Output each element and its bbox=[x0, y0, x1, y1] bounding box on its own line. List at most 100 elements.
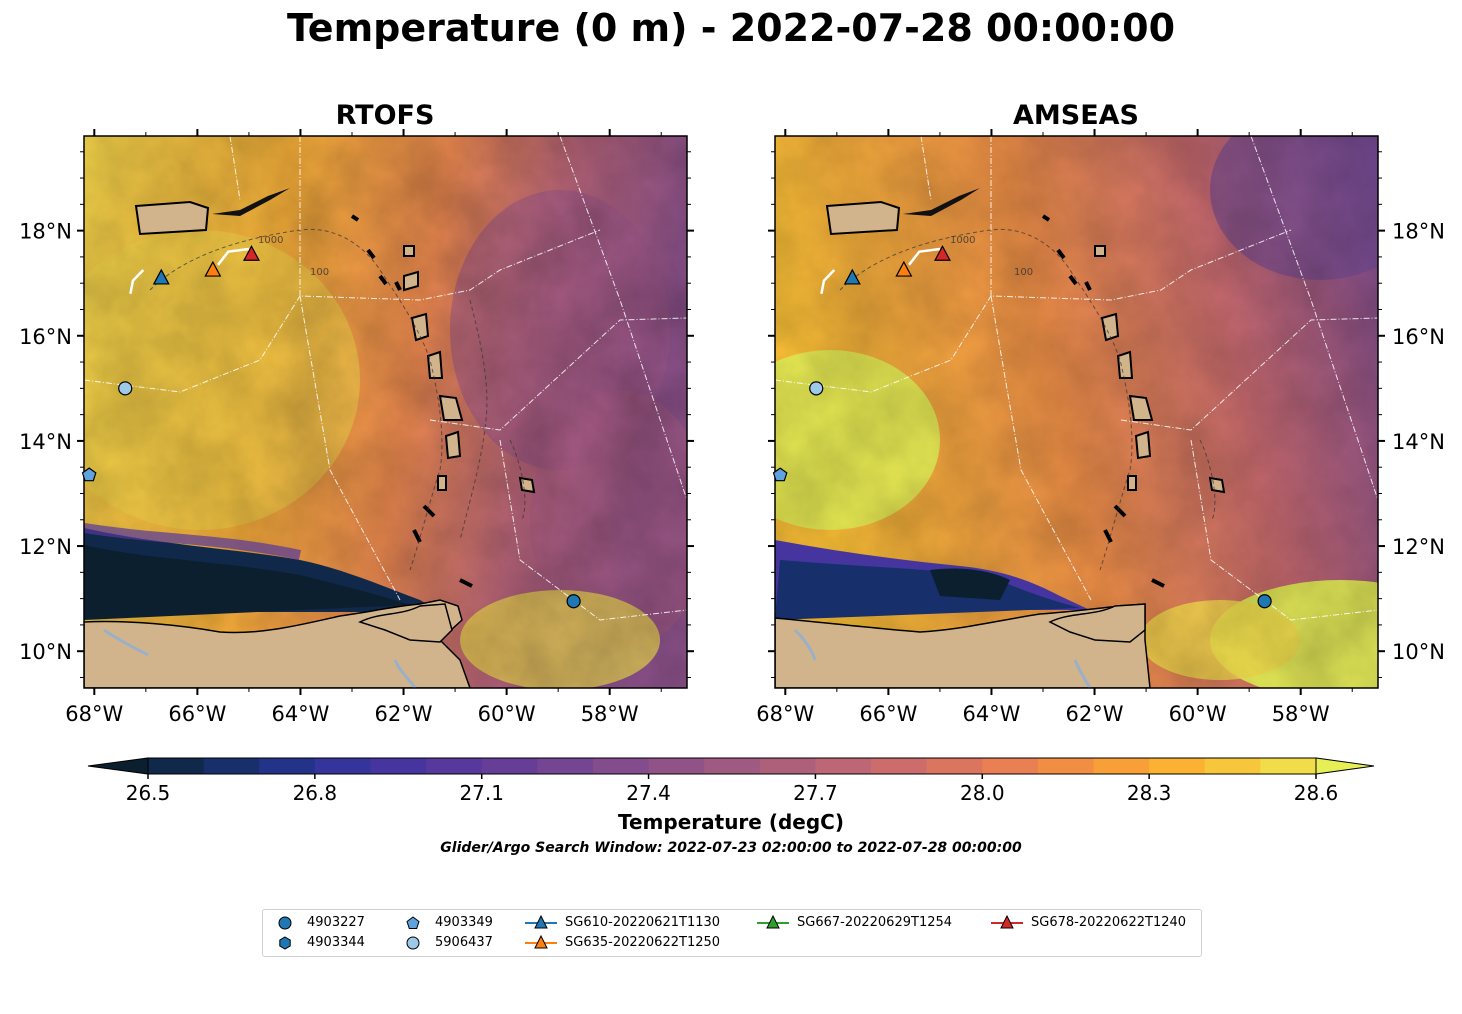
legend-label: 4903349 bbox=[435, 915, 493, 930]
lat-tick-label: 16°N bbox=[19, 325, 72, 349]
legend-glider-line bbox=[525, 914, 557, 929]
glider-marker bbox=[895, 260, 913, 277]
colorbar-tick-label: 28.0 bbox=[960, 781, 1005, 805]
legend-circle-marker bbox=[278, 916, 292, 930]
search-window-text: Glider/Argo Search Window: 2022-07-23 02… bbox=[440, 840, 1022, 856]
lat-tick-label: 18°N bbox=[19, 220, 72, 244]
colorbar-segment bbox=[370, 758, 427, 774]
colorbar-segment bbox=[592, 758, 650, 774]
contour-label: 1000 bbox=[258, 235, 283, 246]
glider-track bbox=[820, 269, 836, 294]
amseas-map-frame bbox=[774, 135, 1379, 689]
colorbar-tick-label: 27.1 bbox=[459, 781, 504, 805]
argo-marker bbox=[566, 594, 581, 609]
lat-tick-label: 10°N bbox=[19, 640, 72, 664]
colorbar-label: Temperature (degC) bbox=[618, 810, 844, 834]
legend-label: SG635-20220622T1250 bbox=[565, 935, 721, 950]
glider-marker bbox=[242, 245, 261, 261]
colorbar-segment bbox=[759, 758, 816, 774]
legend-pentagon-marker bbox=[406, 916, 420, 929]
lon-tick-label: 62°W bbox=[375, 702, 433, 726]
colorbar-segment bbox=[1204, 758, 1261, 774]
colorbar-segment bbox=[926, 758, 983, 774]
main-title: Temperature (0 m) - 2022-07-28 00:00:00 bbox=[286, 6, 1176, 50]
argo-marker bbox=[81, 467, 97, 482]
colorbar-segment bbox=[648, 758, 705, 774]
argo-marker bbox=[118, 381, 133, 396]
legend-label: SG678-20220622T1240 bbox=[1031, 915, 1187, 930]
colorbar-segment bbox=[704, 758, 761, 774]
legend: 4903227 4903344 4903349 5906437 SG610-20… bbox=[262, 909, 1202, 957]
lon-tick-label: 68°W bbox=[65, 702, 123, 726]
colorbar-tick-label: 27.7 bbox=[793, 781, 838, 805]
glider-marker bbox=[843, 268, 861, 285]
argo-marker bbox=[1257, 594, 1272, 609]
lon-tick-label: 58°W bbox=[581, 702, 639, 726]
glider-marker bbox=[204, 260, 222, 277]
legend-circle-marker bbox=[406, 936, 420, 950]
colorbar-segment bbox=[259, 758, 316, 774]
lon-tick-label: 64°W bbox=[271, 702, 329, 726]
colorbar-tick-label: 27.4 bbox=[626, 781, 671, 805]
lat-tick-label: 14°N bbox=[19, 430, 72, 454]
legend-glider-line bbox=[991, 914, 1023, 929]
colorbar-segment bbox=[1093, 758, 1150, 774]
panel-title-rtofs: RTOFS bbox=[335, 100, 435, 131]
lon-tick-label: 68°W bbox=[756, 702, 814, 726]
colorbar-tick-label: 26.5 bbox=[126, 781, 171, 805]
glider-marker bbox=[933, 245, 952, 261]
legend-label: SG667-20220629T1254 bbox=[797, 915, 953, 930]
rtofs-map-frame bbox=[83, 135, 688, 689]
colorbar-frame bbox=[147, 757, 1317, 775]
colorbar-segment bbox=[1149, 758, 1206, 774]
legend-label: 4903227 bbox=[307, 915, 365, 930]
glider-track bbox=[217, 247, 250, 266]
lon-tick-label: 66°W bbox=[168, 702, 226, 726]
colorbar-tick-label: 28.6 bbox=[1294, 781, 1339, 805]
amseas-map: 1000 100 bbox=[775, 136, 1378, 688]
colorbar-segment bbox=[1260, 758, 1317, 774]
colorbar-segment bbox=[982, 758, 1039, 774]
argo-marker bbox=[809, 381, 824, 396]
colorbar-extend-low bbox=[87, 757, 149, 775]
lon-tick-label: 60°W bbox=[478, 702, 536, 726]
lat-tick-label: 12°N bbox=[1392, 535, 1445, 559]
lat-tick-label: 12°N bbox=[19, 535, 72, 559]
colorbar-tick-label: 28.3 bbox=[1127, 781, 1172, 805]
legend-glider-line bbox=[525, 934, 557, 949]
colorbar-extend-high bbox=[1315, 757, 1375, 775]
colorbar-segment bbox=[815, 758, 872, 774]
rtofs-map: 1000 100 bbox=[84, 136, 687, 688]
lat-tick-label: 16°N bbox=[1392, 325, 1445, 349]
colorbar-tick-label: 26.8 bbox=[293, 781, 338, 805]
lon-tick-label: 60°W bbox=[1169, 702, 1227, 726]
argo-marker bbox=[772, 467, 788, 482]
glider-marker bbox=[152, 268, 170, 285]
lon-tick-label: 62°W bbox=[1066, 702, 1124, 726]
contour-label: 100 bbox=[310, 267, 329, 278]
lon-tick-label: 64°W bbox=[962, 702, 1020, 726]
colorbar-segment bbox=[871, 758, 928, 774]
glider-track bbox=[908, 247, 941, 266]
glider-track bbox=[129, 269, 145, 294]
lat-tick-label: 14°N bbox=[1392, 430, 1445, 454]
colorbar-segment bbox=[537, 758, 594, 774]
colorbar-segment bbox=[1037, 758, 1095, 774]
colorbar-segment bbox=[314, 758, 371, 774]
colorbar-segment bbox=[203, 758, 260, 774]
colorbar-segment bbox=[481, 758, 538, 774]
legend-hexagon-marker bbox=[279, 936, 291, 950]
lon-tick-label: 58°W bbox=[1272, 702, 1330, 726]
legend-glider-line bbox=[757, 914, 789, 929]
legend-label: 4903344 bbox=[307, 935, 365, 950]
contour-label: 100 bbox=[1014, 267, 1033, 278]
legend-label: SG610-20220621T1130 bbox=[565, 915, 721, 930]
contour-label: 1000 bbox=[950, 235, 975, 246]
colorbar-segment bbox=[148, 758, 205, 774]
legend-label: 5906437 bbox=[435, 935, 493, 950]
panel-title-amseas: AMSEAS bbox=[1013, 100, 1139, 131]
lat-tick-label: 18°N bbox=[1392, 220, 1445, 244]
lat-tick-label: 10°N bbox=[1392, 640, 1445, 664]
lon-tick-label: 66°W bbox=[859, 702, 917, 726]
